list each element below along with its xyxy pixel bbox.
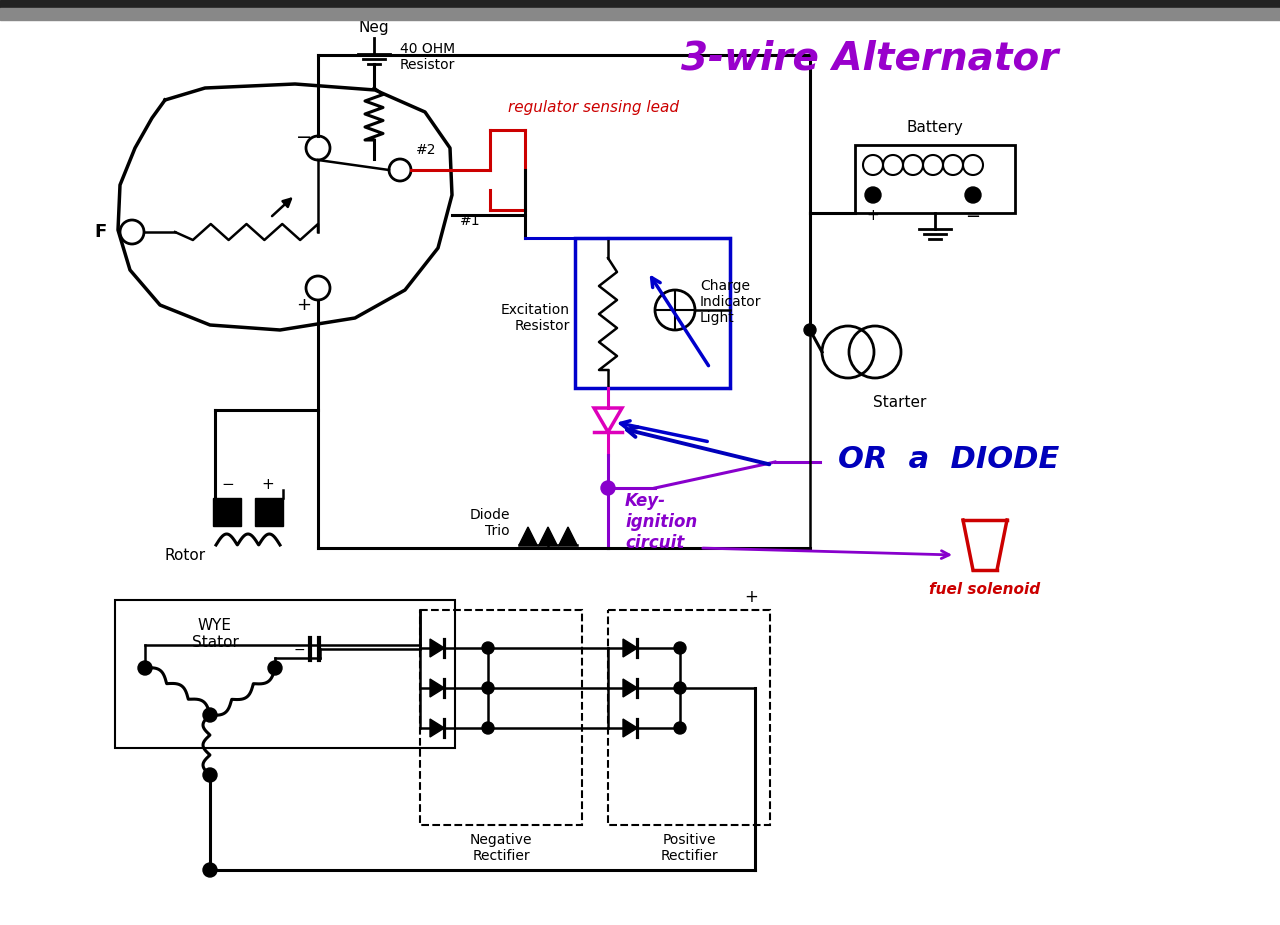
Circle shape — [483, 642, 494, 654]
Bar — [115, 600, 454, 748]
Text: Key-
ignition
circuit: Key- ignition circuit — [625, 492, 698, 551]
Text: +: + — [744, 588, 758, 606]
Circle shape — [138, 661, 152, 675]
Text: +: + — [867, 208, 879, 223]
Text: fuel solenoid: fuel solenoid — [929, 582, 1041, 597]
Text: Diode
Trio: Diode Trio — [470, 508, 509, 538]
Polygon shape — [430, 719, 444, 737]
Text: Charge
Indicator
Light: Charge Indicator Light — [700, 278, 762, 326]
Circle shape — [602, 481, 614, 495]
Text: #2: #2 — [416, 143, 436, 157]
Circle shape — [204, 768, 218, 782]
Text: Rotor: Rotor — [165, 548, 206, 562]
Polygon shape — [623, 639, 637, 657]
Text: Neg: Neg — [358, 20, 389, 35]
Circle shape — [865, 187, 881, 203]
Polygon shape — [430, 679, 444, 697]
Circle shape — [965, 187, 980, 203]
Polygon shape — [623, 719, 637, 737]
Text: −: − — [296, 129, 312, 147]
Polygon shape — [559, 527, 577, 545]
Polygon shape — [539, 527, 557, 545]
Text: −: − — [221, 477, 234, 492]
Bar — [855, 145, 1015, 213]
Polygon shape — [518, 527, 538, 545]
Bar — [255, 498, 283, 526]
Bar — [0, 8, 1280, 20]
Polygon shape — [623, 679, 637, 697]
Circle shape — [675, 642, 686, 654]
Circle shape — [675, 682, 686, 694]
Bar — [575, 238, 730, 388]
Text: 3-wire Alternator: 3-wire Alternator — [681, 39, 1059, 77]
Text: Negative
Rectifier: Negative Rectifier — [470, 833, 532, 863]
Circle shape — [804, 324, 817, 336]
Text: Starter: Starter — [873, 395, 927, 410]
Text: Excitation
Resistor: Excitation Resistor — [500, 302, 570, 333]
Text: 40 OHM
Resistor: 40 OHM Resistor — [399, 42, 456, 72]
Text: Positive
Rectifier: Positive Rectifier — [660, 833, 718, 863]
Bar — [420, 610, 582, 825]
Text: −: − — [965, 208, 980, 226]
Circle shape — [204, 863, 218, 877]
Bar — [0, 0, 1280, 8]
Circle shape — [483, 682, 494, 694]
Circle shape — [204, 708, 218, 722]
Text: WYE
Stator: WYE Stator — [192, 618, 238, 650]
Circle shape — [268, 661, 282, 675]
Text: F: F — [93, 223, 106, 241]
Bar — [212, 498, 241, 526]
Text: +: + — [297, 296, 311, 314]
Text: #1: #1 — [460, 214, 480, 228]
Circle shape — [675, 722, 686, 734]
Polygon shape — [430, 639, 444, 657]
Text: regulator sensing lead: regulator sensing lead — [508, 100, 678, 115]
Text: Battery: Battery — [906, 120, 964, 135]
Text: +: + — [261, 477, 274, 492]
Text: −: − — [293, 643, 305, 657]
Circle shape — [483, 722, 494, 734]
Text: OR  a  DIODE: OR a DIODE — [838, 446, 1060, 475]
Bar — [608, 610, 771, 825]
